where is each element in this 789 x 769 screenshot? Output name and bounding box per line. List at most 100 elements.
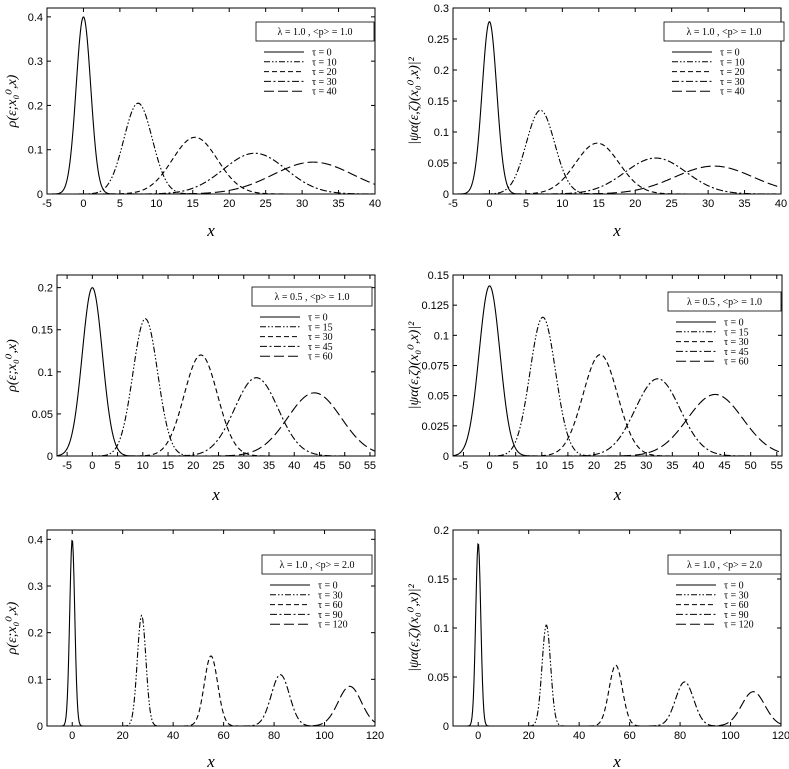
legend-title-box	[255, 21, 375, 42]
series-line-3	[57, 354, 375, 456]
x-tick-label: 25	[666, 198, 678, 210]
y-tick-label: 0.1	[28, 145, 43, 157]
x-tick-label: 55	[771, 460, 783, 472]
x-tick-label: 15	[187, 198, 199, 210]
y-tick-label: 0.2	[434, 525, 449, 537]
series-line-5	[47, 161, 375, 194]
series-line-1	[57, 287, 375, 456]
x-axis-label: x	[612, 752, 621, 769]
series-line-5	[47, 685, 375, 726]
legend: λ = 1.0 , <p> = 1.0τ = 0τ = 10τ = 20τ = …	[255, 21, 375, 98]
x-tick-label: 40	[167, 730, 179, 742]
x-tick-label: 120	[366, 730, 384, 742]
x-tick-label: 50	[745, 460, 757, 472]
x-tick-label: 25	[614, 460, 626, 472]
x-tick-label: 40	[288, 460, 300, 472]
legend-entry: τ = 90	[318, 610, 343, 621]
legend-entry: τ = 120	[724, 620, 754, 631]
x-tick-label: 100	[315, 730, 333, 742]
series-line-4	[57, 377, 375, 456]
y-tick-label: 0	[443, 189, 449, 201]
x-tick-label: 20	[187, 460, 199, 472]
x-tick-label: -5	[42, 198, 52, 210]
y-tick-label: 0.1	[434, 330, 449, 342]
series-line-5	[453, 393, 782, 456]
series-line-4	[47, 674, 375, 726]
x-tick-label: 25	[212, 460, 224, 472]
y-axis-label: ρ(ε;x₀⁰,x)	[5, 74, 20, 128]
legend-entry: τ = 0	[308, 313, 328, 324]
legend-entry: τ = 45	[724, 347, 749, 358]
x-tick-label: 5	[523, 198, 529, 210]
legend-entry: τ = 30	[312, 77, 337, 88]
y-tick-label: 0	[47, 451, 53, 463]
legend-title: λ = 1.0 , <p> = 2.0	[280, 560, 355, 571]
y-tick-label: 0.3	[434, 3, 449, 15]
legend-title: λ = 1.0 , <p> = 1.0	[278, 27, 353, 38]
x-tick-label: 10	[150, 198, 162, 210]
legend: λ = 0.5 , <p> = 1.0τ = 0τ = 15τ = 30τ = …	[667, 291, 782, 368]
legend: λ = 1.0 , <p> = 1.0τ = 0τ = 10τ = 20τ = …	[663, 21, 785, 98]
legend-entry: τ = 15	[308, 322, 333, 333]
y-tick-label: 0.05	[32, 409, 53, 421]
legend-entry: τ = 0	[724, 581, 744, 592]
legend-entry: τ = 40	[720, 87, 745, 98]
y-axis-label: |ψα(ε,ζ)(x₀⁰,x)|²	[407, 56, 422, 144]
x-axis-label: x	[612, 221, 621, 240]
legend-entry: τ = 60	[724, 357, 749, 368]
legend-entry: τ = 20	[720, 67, 745, 78]
legend: λ = 1.0 , <p> = 2.0τ = 0τ = 30τ = 60τ = …	[261, 554, 373, 631]
y-tick-label: 0.025	[421, 421, 449, 433]
series-line-2	[47, 614, 375, 726]
legend-entry: τ = 60	[308, 352, 333, 363]
legend-entry: τ = 45	[308, 342, 333, 353]
legend-entry: τ = 30	[720, 77, 745, 88]
x-tick-label: 80	[674, 730, 686, 742]
x-tick-label: 20	[523, 730, 535, 742]
legend-entry: τ = 120	[318, 620, 348, 631]
legend-title: λ = 1.0 , <p> = 1.0	[687, 27, 762, 38]
y-tick-label: 0	[37, 721, 43, 733]
x-tick-label: 0	[89, 460, 95, 472]
legend-entry: τ = 10	[720, 57, 745, 68]
x-tick-label: 0	[486, 198, 492, 210]
y-tick-label: 0.15	[428, 270, 449, 282]
x-tick-label: 100	[721, 730, 739, 742]
x-tick-label: 120	[772, 730, 789, 742]
x-axis-label: x	[613, 485, 622, 504]
y-tick-label: 0.4	[28, 12, 43, 24]
legend-title-box	[261, 554, 373, 575]
x-tick-label: 10	[556, 198, 568, 210]
x-tick-label: 30	[640, 460, 652, 472]
series-line-2	[453, 624, 781, 726]
legend-entry: τ = 30	[318, 590, 343, 601]
series-line-5	[453, 691, 781, 726]
legend-title-box	[251, 286, 373, 307]
x-tick-label: 25	[260, 198, 272, 210]
x-tick-label: 80	[268, 730, 280, 742]
x-tick-label: 30	[702, 198, 714, 210]
legend-title: λ = 1.0 , <p> = 2.0	[687, 560, 762, 571]
y-tick-label: 0.15	[428, 574, 449, 586]
x-tick-label: 50	[339, 460, 351, 472]
series-line-4	[453, 157, 781, 194]
x-tick-label: 35	[332, 198, 344, 210]
legend-title-box	[667, 554, 782, 575]
y-axis-label: ρ(ε;x₀⁰,x)	[5, 339, 20, 393]
y-tick-label: 0.2	[38, 283, 53, 295]
x-tick-label: 40	[369, 198, 381, 210]
legend-entry: τ = 10	[312, 57, 337, 68]
x-tick-label: 40	[775, 198, 787, 210]
legend-entry: τ = 60	[318, 600, 343, 611]
y-tick-label: 0.25	[428, 34, 449, 46]
x-tick-label: 40	[573, 730, 585, 742]
x-tick-label: 35	[738, 198, 750, 210]
y-tick-label: 0.075	[421, 361, 449, 373]
x-tick-label: 0	[80, 198, 86, 210]
x-tick-label: 15	[593, 198, 605, 210]
y-axis-label: ρ(ε;x₀⁰,x)	[5, 601, 20, 655]
y-tick-label: 0.125	[421, 300, 449, 312]
series-line-1	[453, 285, 782, 456]
y-tick-label: 0.2	[28, 628, 43, 640]
series-line-4	[47, 152, 375, 194]
